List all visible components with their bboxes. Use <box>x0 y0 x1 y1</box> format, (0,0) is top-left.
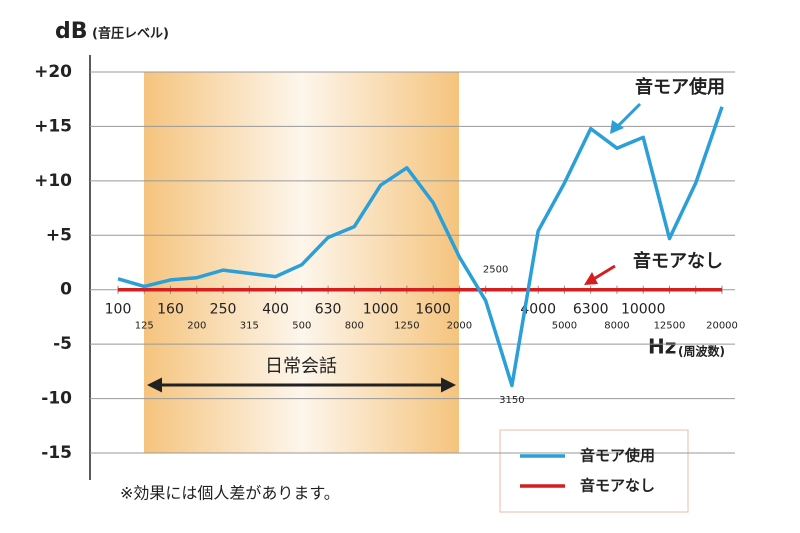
x-tick-label: 100 <box>105 302 132 318</box>
y-axis-unit: (音圧レベル) <box>92 26 169 42</box>
x-axis-label: Hz <box>648 335 676 359</box>
x-tick-label: 400 <box>262 302 289 318</box>
y-tick-label: -5 <box>53 334 72 354</box>
x-tick-label: 1250 <box>394 321 419 332</box>
x-tick-label: 125 <box>135 321 154 332</box>
band-label: 日常会話 <box>265 356 337 377</box>
x-tick-label: 315 <box>240 321 259 332</box>
legend-box <box>499 429 689 513</box>
x-tick-label: 1600 <box>415 302 451 318</box>
x-tick-label: 10000 <box>621 302 666 318</box>
x-tick-label: 3150 <box>499 395 524 406</box>
x-tick-label: 4000 <box>520 302 556 318</box>
x-tick-label: 250 <box>210 302 237 318</box>
legend-label: 音モア使用 <box>580 447 655 465</box>
y-tick-label: +20 <box>34 62 72 82</box>
series-line <box>117 106 724 388</box>
series-annotation: 音モア使用 <box>635 76 725 98</box>
y-tick-label: +5 <box>46 225 72 245</box>
y-tick-label: +10 <box>34 171 72 191</box>
footnote: ※効果には個人差があります。 <box>120 484 340 503</box>
x-tick-label: 500 <box>292 321 311 332</box>
legend-label: 音モアなし <box>580 477 655 495</box>
y-tick-label: -15 <box>41 443 72 463</box>
y-tick-label: 0 <box>60 280 72 300</box>
x-tick-label: 1000 <box>363 302 399 318</box>
annotation-arrow <box>591 264 616 282</box>
x-tick-label: 160 <box>157 302 184 318</box>
x-tick-label: 12500 <box>654 321 686 332</box>
x-tick-label: 6300 <box>573 302 609 318</box>
x-axis-unit: (周波数) <box>678 344 725 359</box>
y-tick-label: -10 <box>41 389 72 409</box>
x-tick-label: 800 <box>345 321 364 332</box>
x-tick-label: 630 <box>315 302 342 318</box>
x-tick-label: 2500 <box>483 265 508 276</box>
x-tick-label: 8000 <box>604 321 629 332</box>
series-annotation: 音モアなし <box>633 250 723 272</box>
annotation-arrowhead <box>584 272 598 285</box>
x-tick-label: 5000 <box>552 321 577 332</box>
annotation-arrowhead <box>610 120 624 134</box>
x-tick-label: 20000 <box>706 321 738 332</box>
x-tick-label: 2000 <box>447 321 472 332</box>
x-tick-label: 200 <box>187 321 206 332</box>
y-tick-label: +15 <box>34 116 72 136</box>
y-axis-label: dB <box>55 19 88 44</box>
